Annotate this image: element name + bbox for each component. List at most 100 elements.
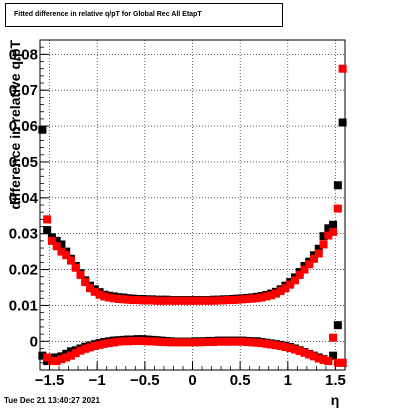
data-point [114, 294, 123, 303]
data-point [162, 338, 171, 347]
data-point [176, 338, 185, 347]
data-point [195, 296, 204, 305]
data-point [119, 295, 128, 304]
data-point [109, 294, 118, 303]
y-tick-label: 0.08 [9, 46, 38, 63]
x-tick-label: −1.5 [35, 372, 65, 389]
data-point [300, 348, 309, 357]
data-point [200, 338, 209, 347]
data-point [209, 296, 218, 305]
data-point [57, 240, 66, 249]
data-point [71, 349, 80, 358]
data-point [95, 290, 104, 299]
data-point [43, 226, 52, 235]
data-point [271, 289, 280, 298]
data-point [329, 227, 338, 236]
data-point [76, 270, 85, 279]
data-point [105, 293, 114, 302]
data-point [305, 350, 314, 359]
data-point [329, 333, 338, 342]
data-point [276, 341, 285, 350]
y-tick-label: 0.02 [9, 262, 38, 279]
data-point [57, 355, 66, 364]
data-point [219, 337, 228, 346]
data-point [133, 296, 142, 305]
data-point [186, 296, 195, 305]
y-tick-label: 0.04 [9, 190, 39, 207]
data-point [176, 296, 185, 305]
data-point [338, 64, 347, 73]
data-point [152, 296, 161, 305]
data-point [300, 265, 309, 274]
data-point [314, 354, 323, 363]
data-point [290, 276, 299, 285]
data-point [100, 292, 109, 301]
y-tick-label: 0.05 [9, 154, 38, 171]
data-point [238, 337, 247, 346]
data-point [138, 336, 147, 345]
data-point [171, 296, 180, 305]
data-point [243, 294, 252, 303]
y-tick-label: 0 [30, 333, 38, 350]
data-point [100, 339, 109, 348]
data-point [286, 280, 295, 289]
data-point [338, 358, 347, 367]
data-point [143, 337, 152, 346]
data-point [295, 346, 304, 355]
data-point [90, 341, 99, 350]
data-point [329, 220, 338, 229]
data-point [43, 215, 52, 224]
data-point [267, 291, 276, 300]
data-point [66, 256, 75, 265]
data-point [281, 343, 290, 352]
data-point [214, 296, 223, 305]
data-point [319, 232, 328, 241]
data-point [52, 236, 61, 245]
data-point [38, 125, 47, 134]
data-point [171, 338, 180, 347]
data-point [224, 296, 233, 305]
data-point [267, 340, 276, 349]
data-point [47, 357, 56, 366]
data-point [252, 294, 261, 303]
data-point [86, 284, 95, 293]
data-point [190, 296, 199, 305]
data-point [281, 284, 290, 293]
data-point [186, 338, 195, 347]
data-point [205, 338, 214, 347]
data-point [181, 296, 190, 305]
data-point [214, 337, 223, 346]
data-point [195, 338, 204, 347]
data-point [324, 231, 333, 240]
data-point [90, 287, 99, 296]
data-point [257, 293, 266, 302]
x-tick-label: 1.5 [325, 372, 346, 389]
x-tick-label: 0 [188, 372, 196, 389]
data-point [62, 353, 71, 362]
data-point [290, 345, 299, 354]
data-point [138, 296, 147, 305]
data-point [295, 270, 304, 279]
data-point [167, 296, 176, 305]
x-tick-label: 0.5 [230, 372, 251, 389]
x-tick-label: −0.5 [130, 372, 160, 389]
data-point [167, 338, 176, 347]
data-point [257, 339, 266, 348]
data-point [262, 339, 271, 348]
data-point [76, 346, 85, 355]
data-point [86, 343, 95, 352]
data-point [262, 292, 271, 301]
data-point [238, 295, 247, 304]
data-point [329, 351, 338, 360]
points-layer [38, 64, 347, 367]
data-point [57, 247, 66, 256]
data-point [209, 338, 218, 347]
data-point [205, 296, 214, 305]
data-point [157, 296, 166, 305]
chart-title: Fitted difference in relative q/pT for G… [5, 3, 283, 27]
data-point [233, 337, 242, 346]
data-point [224, 337, 233, 346]
data-point [95, 340, 104, 349]
data-point [338, 118, 347, 127]
